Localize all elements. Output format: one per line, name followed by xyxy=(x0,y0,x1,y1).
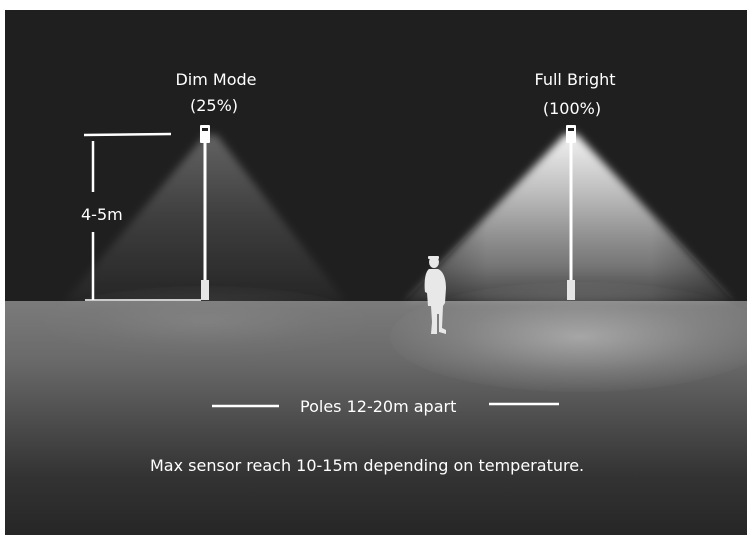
dim-lamp-head-icon xyxy=(200,125,210,143)
full-bright-pole xyxy=(566,125,576,300)
sensor-reach-caption: Max sensor reach 10-15m depending on tem… xyxy=(150,456,585,475)
diagram-graphics xyxy=(65,125,733,408)
bright-lamp-head-icon xyxy=(566,125,576,143)
full-bright-light-beam xyxy=(405,134,733,301)
height-dimension xyxy=(83,132,201,301)
pole-spacing-label: Poles 12-20m apart xyxy=(300,397,457,416)
dim-mode-level: (25%) xyxy=(189,96,239,115)
street-light-diagram: Dim Mode (25%) Full Bright (100%) 4-5m P… xyxy=(5,10,747,535)
pole-height-label: 4-5m xyxy=(81,205,123,224)
dim-mode-title: Dim Mode xyxy=(175,70,257,89)
full-bright-level: (100%) xyxy=(542,99,602,118)
dim-mode-pole xyxy=(200,125,210,300)
pole-spacing-indicator xyxy=(212,402,559,408)
full-bright-title: Full Bright xyxy=(534,70,616,89)
person-silhouette-icon xyxy=(424,256,446,334)
